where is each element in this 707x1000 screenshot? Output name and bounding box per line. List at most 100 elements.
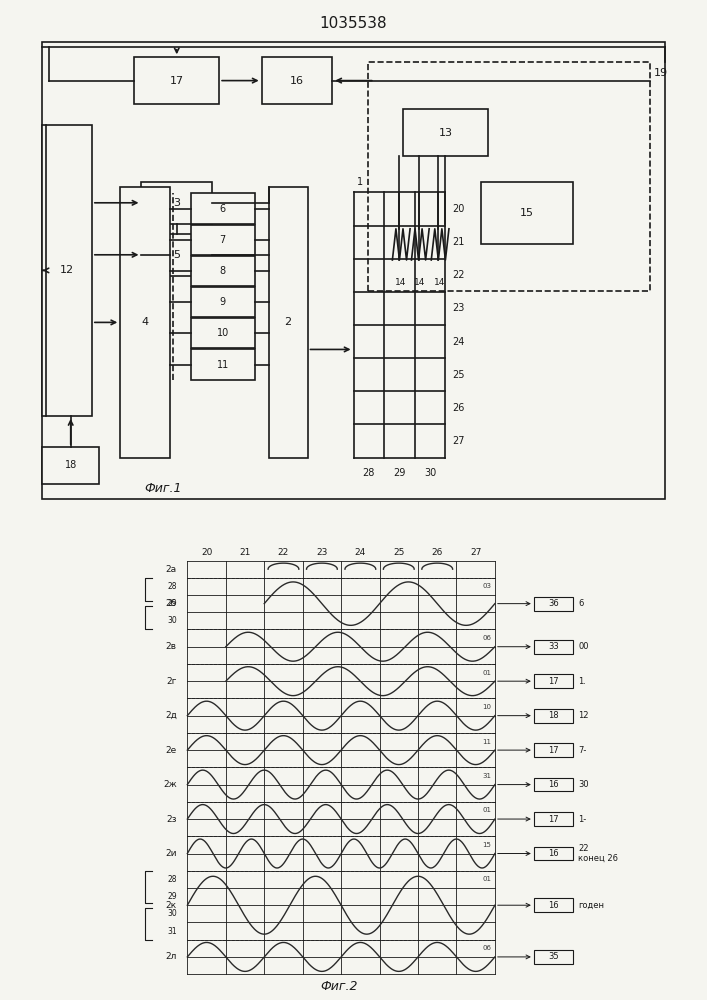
Text: 24: 24 [355, 548, 366, 557]
Text: 13: 13 [438, 128, 452, 138]
Text: 14: 14 [414, 278, 426, 287]
Text: 26: 26 [452, 403, 465, 413]
Text: 1: 1 [357, 177, 363, 187]
Text: 01: 01 [482, 876, 491, 882]
Text: Фиг.2: Фиг.2 [320, 980, 358, 993]
Text: 27: 27 [452, 436, 465, 446]
Text: 26: 26 [431, 548, 443, 557]
Text: 17: 17 [548, 746, 559, 755]
Bar [191, 349, 255, 380]
Text: 19: 19 [654, 68, 668, 78]
Text: 18: 18 [64, 460, 77, 470]
Text: 10: 10 [216, 328, 229, 338]
Text: 9: 9 [220, 297, 226, 307]
Text: 18: 18 [548, 711, 559, 720]
Bar [42, 125, 92, 416]
Text: 15: 15 [520, 208, 534, 218]
Text: 14: 14 [434, 278, 445, 287]
Bar [534, 597, 573, 611]
Text: 28: 28 [168, 875, 177, 884]
Text: 29: 29 [167, 892, 177, 901]
Text: 00: 00 [578, 642, 589, 651]
Bar [534, 743, 573, 757]
Text: 25: 25 [393, 548, 404, 557]
Text: 1.: 1. [578, 677, 586, 686]
Text: 2з: 2з [166, 815, 177, 824]
Text: 7: 7 [220, 235, 226, 245]
Text: 30: 30 [167, 909, 177, 918]
Text: 28: 28 [168, 582, 177, 591]
Text: 30: 30 [578, 780, 589, 789]
Text: 2д: 2д [165, 711, 177, 720]
Text: 12: 12 [60, 265, 74, 275]
Text: 2ж: 2ж [163, 780, 177, 789]
Text: 23: 23 [452, 303, 465, 313]
Bar [191, 287, 255, 317]
Text: 7-: 7- [578, 746, 587, 755]
Bar [191, 318, 255, 348]
Text: 12: 12 [578, 711, 589, 720]
Text: 06: 06 [482, 945, 491, 951]
Text: 28: 28 [363, 468, 375, 478]
Text: 8: 8 [220, 266, 226, 276]
Text: 2и: 2и [165, 849, 177, 858]
Text: 24: 24 [452, 337, 465, 347]
Text: 30: 30 [167, 616, 177, 625]
Text: 01: 01 [482, 807, 491, 813]
Text: 33: 33 [548, 642, 559, 651]
Text: 29: 29 [167, 599, 177, 608]
Text: 11: 11 [482, 738, 491, 744]
Text: 2б: 2б [165, 599, 177, 608]
Text: 20: 20 [201, 548, 212, 557]
Text: 2е: 2е [165, 746, 177, 755]
Bar [42, 447, 99, 484]
Text: 16: 16 [548, 780, 559, 789]
Text: 2л: 2л [165, 952, 177, 961]
Text: 27: 27 [470, 548, 481, 557]
Bar [534, 950, 573, 964]
Bar [141, 234, 212, 276]
Text: 17: 17 [548, 677, 559, 686]
Bar [191, 225, 255, 255]
Bar [141, 182, 212, 224]
Text: 35: 35 [548, 952, 559, 961]
Text: 14: 14 [395, 278, 407, 287]
Text: 2в: 2в [165, 642, 177, 651]
Text: 25: 25 [452, 370, 465, 380]
Text: 11: 11 [216, 360, 229, 370]
Bar [42, 42, 665, 499]
Text: 21: 21 [240, 548, 251, 557]
Text: 6: 6 [578, 599, 584, 608]
Text: 03: 03 [482, 583, 491, 589]
Text: 15: 15 [482, 842, 491, 848]
Bar [191, 256, 255, 286]
Bar [481, 182, 573, 244]
Text: 16: 16 [290, 76, 304, 86]
Text: 22
конец 26: 22 конец 26 [578, 844, 619, 863]
Text: 36: 36 [548, 599, 559, 608]
Bar [368, 62, 650, 291]
Text: 16: 16 [548, 849, 559, 858]
Text: 22: 22 [278, 548, 289, 557]
Text: 6: 6 [220, 204, 226, 214]
Text: 2: 2 [284, 317, 292, 327]
Bar [269, 187, 308, 458]
Bar [134, 57, 219, 104]
Bar [262, 57, 332, 104]
Text: 21: 21 [452, 237, 465, 247]
Text: 06: 06 [482, 635, 491, 641]
Text: 1035538: 1035538 [320, 16, 387, 31]
Bar [534, 812, 573, 826]
Text: 17: 17 [548, 815, 559, 824]
Text: 23: 23 [316, 548, 327, 557]
Bar [191, 193, 255, 224]
Text: 17: 17 [170, 76, 184, 86]
Text: 16: 16 [548, 901, 559, 910]
Text: 10: 10 [482, 704, 491, 710]
Text: годен: годен [578, 901, 604, 910]
Bar [534, 640, 573, 654]
Text: 31: 31 [482, 773, 491, 779]
Text: 30: 30 [424, 468, 436, 478]
Text: 2а: 2а [165, 565, 177, 574]
Text: 01: 01 [482, 670, 491, 676]
